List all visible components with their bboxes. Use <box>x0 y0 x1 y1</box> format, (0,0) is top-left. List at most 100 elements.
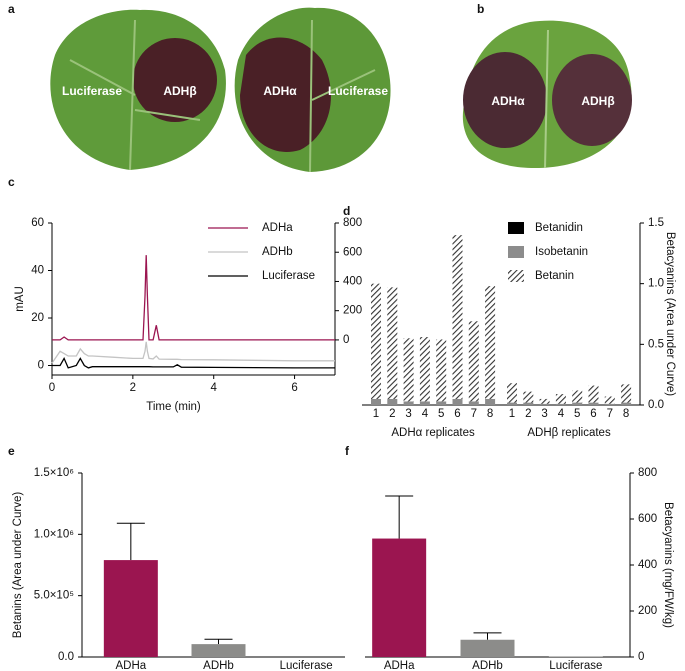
legend-swatch <box>508 246 524 258</box>
y-tick-label: 1.0×10⁶ <box>34 528 74 540</box>
x-tick-label: 5 <box>438 408 444 420</box>
leaf-label: ADHβ <box>581 94 614 108</box>
y-tick-label: 5.0×10⁵ <box>34 590 74 602</box>
panel-label: c <box>8 175 15 189</box>
bar-segment <box>419 337 430 402</box>
x-tick-label: 4 <box>558 408 565 420</box>
y-axis-label: Betacyanins (Area under Curve) <box>664 232 676 396</box>
x-tick-label: 5 <box>574 408 580 420</box>
y-tick-label: 200 <box>343 305 362 317</box>
data-line <box>52 356 335 369</box>
leaf-photo: ADHα Luciferase <box>234 7 391 173</box>
y-tick-label: 1.0 <box>648 278 664 290</box>
legend-label: Luciferase <box>262 270 315 282</box>
bar-segment <box>555 403 566 405</box>
x-tick-label: ADHb <box>203 660 234 671</box>
bar-segment <box>419 401 430 405</box>
leaf-photo: Luciferase ADHβ <box>50 9 226 171</box>
bar-segment <box>436 339 447 402</box>
x-tick-label: Luciferase <box>280 660 333 671</box>
y-tick-label: 0 <box>638 651 644 663</box>
y-tick-label: 600 <box>343 246 362 258</box>
bar-segment <box>403 338 414 402</box>
bar-segment <box>539 403 550 405</box>
data-line <box>52 255 335 341</box>
bar-segment <box>572 390 583 403</box>
legend-label: Isobetanin <box>535 246 588 258</box>
x-tick-label: 6 <box>590 408 596 420</box>
bar-segment <box>468 321 479 402</box>
bar-segment <box>523 391 534 403</box>
bar-segment <box>387 398 398 405</box>
bar-segment <box>588 402 599 405</box>
x-tick-label: 2 <box>525 408 531 420</box>
data-line <box>51 341 335 364</box>
x-tick-label: 8 <box>487 408 493 420</box>
bar-segment <box>523 402 534 405</box>
leaf-label: ADHβ <box>163 84 196 98</box>
y-tick-label: 0 <box>38 360 44 372</box>
y-tick-label: 1.5 <box>648 217 664 229</box>
x-tick-label: 0 <box>49 382 55 394</box>
leaf-label: Luciferase <box>328 84 388 98</box>
leaf-label: Luciferase <box>62 84 122 98</box>
y-tick-label: 800 <box>343 217 362 229</box>
x-tick-label: 1 <box>373 408 379 420</box>
bar-segment <box>604 403 615 405</box>
y-tick-label: 40 <box>31 265 44 277</box>
x-tick-label: 4 <box>422 408 429 420</box>
bar-segment <box>621 402 632 405</box>
y-axis-label: Betacyanins (mg/FW/kg) <box>662 502 674 628</box>
x-tick-label: 2 <box>389 408 395 420</box>
bar-segment <box>452 398 463 405</box>
bar-segment <box>621 384 632 403</box>
bar-segment <box>371 398 381 405</box>
legend-label: Betanin <box>535 270 574 282</box>
legend-swatch <box>508 222 524 234</box>
y-tick-label: 1.5×10⁶ <box>34 467 74 479</box>
bar-segment <box>452 235 463 399</box>
bar-segment <box>371 283 381 399</box>
leaf-label: ADHα <box>263 84 297 98</box>
bar <box>460 639 515 657</box>
bar <box>372 538 427 657</box>
y-tick-label: 0.0 <box>58 651 74 663</box>
group-label: ADHβ replicates <box>527 427 611 439</box>
x-tick-label: ADHa <box>384 660 415 671</box>
panel-label: f <box>345 444 350 458</box>
x-tick-label: 1 <box>509 408 515 420</box>
legend-label: ADHa <box>262 222 293 234</box>
panel-label: e <box>8 444 15 458</box>
bar <box>191 644 246 657</box>
panel-label: d <box>343 204 350 218</box>
x-tick-label: 7 <box>607 408 613 420</box>
y-tick-label: 0.5 <box>648 338 664 350</box>
bar-segment <box>604 396 615 404</box>
bar-segment <box>485 398 496 405</box>
y-tick-label: 600 <box>638 513 657 525</box>
x-tick-label: 8 <box>623 408 629 420</box>
bar-segment <box>572 402 583 405</box>
y-axis-label: mAU <box>14 286 26 312</box>
panel-label: b <box>477 2 484 16</box>
y-tick-label: 60 <box>31 217 44 229</box>
bar-segment <box>436 401 447 405</box>
x-tick-label: 7 <box>471 408 477 420</box>
y-tick-label: 0.0 <box>648 399 664 411</box>
x-tick-label: 4 <box>211 382 218 394</box>
y-tick-label: 400 <box>638 559 657 571</box>
bar-segment <box>403 401 414 405</box>
y-axis-label: Betanins (Area under Curve) <box>12 492 24 639</box>
bar <box>103 560 158 657</box>
leaf-label: ADHα <box>491 94 525 108</box>
x-tick-label: ADHb <box>472 660 503 671</box>
y-tick-label: 0 <box>343 334 349 346</box>
group-label: ADHα replicates <box>391 427 475 439</box>
x-axis-label: Time (min) <box>146 401 201 413</box>
legend-swatch <box>508 270 524 282</box>
bar-segment <box>539 398 550 404</box>
bar-segment <box>588 385 599 403</box>
y-tick-label: 200 <box>638 605 657 617</box>
bar-segment <box>507 402 517 405</box>
